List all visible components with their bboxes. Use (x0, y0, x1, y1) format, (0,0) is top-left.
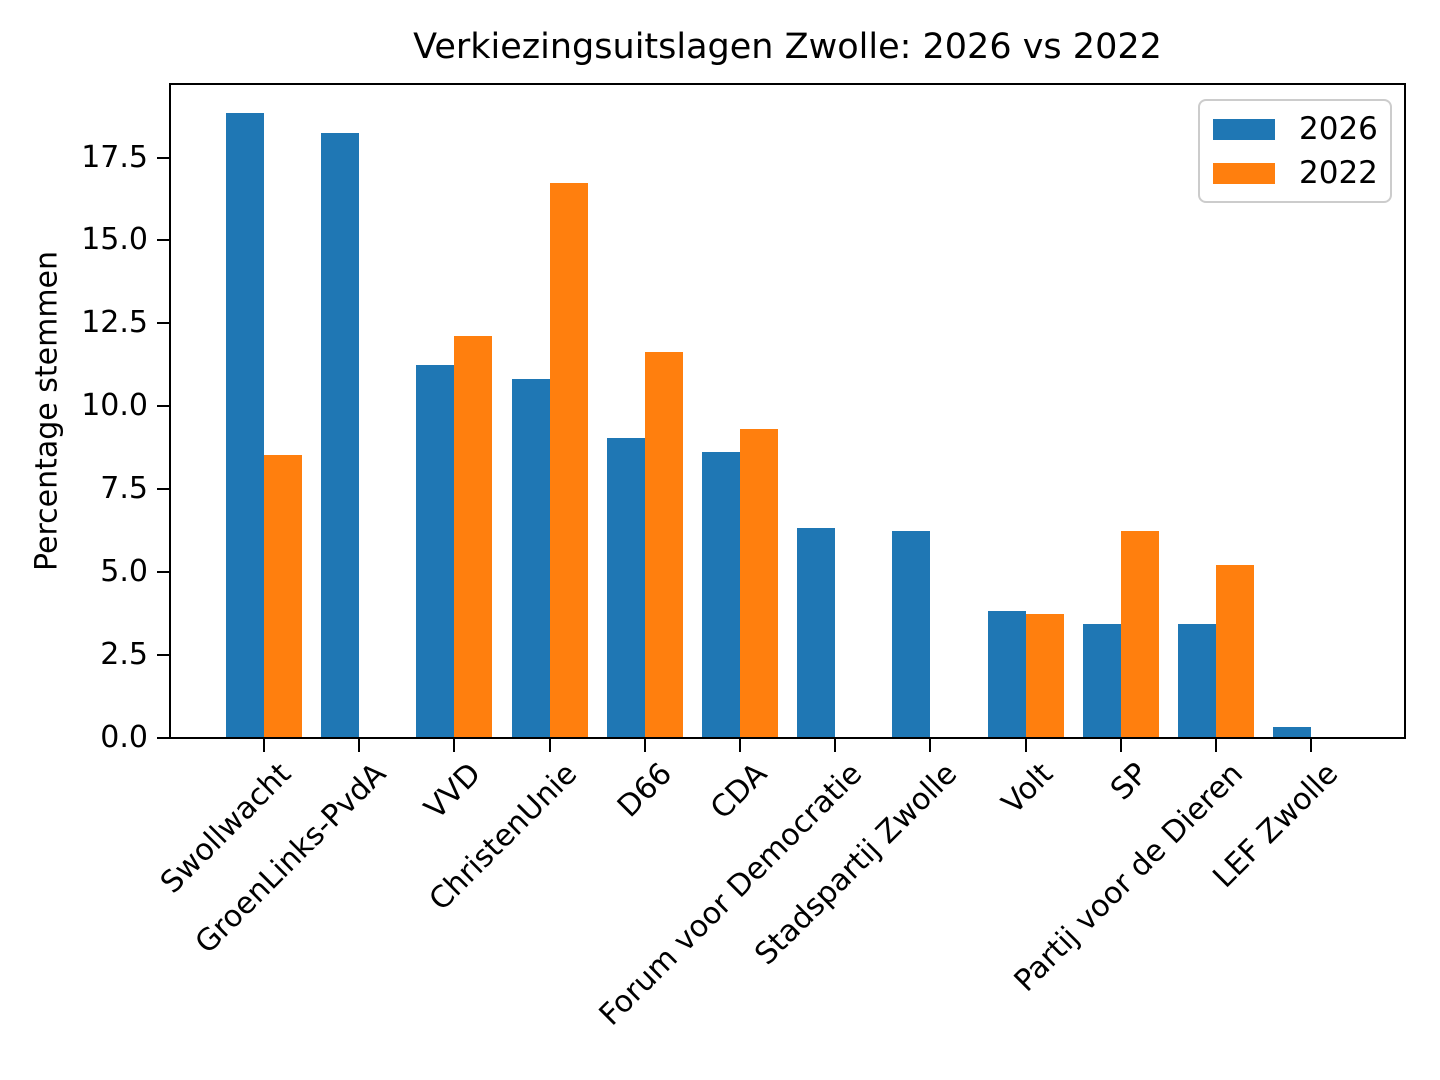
bar-2026-CDA (702, 451, 740, 737)
legend-swatch-2022 (1213, 162, 1275, 184)
bar-2022-VVD (454, 335, 493, 737)
legend-label-2022: 2022 (1299, 154, 1378, 191)
x-tick-mark-ChristenUnie (548, 739, 551, 752)
bar-2026-D66 (606, 438, 645, 737)
bar-2022-D66 (644, 352, 683, 737)
legend: 2026 2022 (1198, 99, 1392, 203)
bar-2026-Swollwacht (226, 113, 264, 737)
y-tick-label-17.5: 17.5 (81, 139, 148, 175)
bar-2022-Partij voor de Dieren (1216, 564, 1254, 737)
y-tick-label-2.5: 2.5 (100, 637, 148, 673)
y-tick-mark-7.5 (157, 488, 169, 491)
bar-2022-Swollwacht (264, 455, 302, 737)
bar-2026-VVD (416, 365, 455, 737)
x-tick-mark-SP (1119, 739, 1122, 752)
y-tick-label-0.0: 0.0 (100, 720, 148, 755)
bar-2022-SP (1120, 531, 1159, 737)
bar-2026-LEF Zwolle (1273, 727, 1312, 737)
y-tick-label-5.0: 5.0 (100, 554, 148, 590)
bar-2026-ChristenUnie (511, 378, 550, 737)
y-tick-mark-5.0 (157, 571, 169, 574)
bar-2026-SP (1082, 624, 1121, 737)
bar-2022-ChristenUnie (549, 183, 588, 737)
y-tick-mark-2.5 (157, 654, 169, 657)
x-tick-mark-VVD (453, 739, 456, 752)
bar-2026-Forum voor Democratie (797, 528, 836, 737)
legend-label-2026: 2026 (1299, 110, 1378, 147)
legend-swatch-2026 (1213, 118, 1275, 140)
legend-item-2022: 2022 (1213, 151, 1378, 195)
bar-2026-Partij voor de Dieren (1178, 624, 1216, 737)
y-tick-mark-15.0 (157, 239, 169, 242)
y-tick-mark-0.0 (157, 737, 169, 739)
x-tick-mark-Partij voor de Dieren (1215, 739, 1217, 752)
bar-2026-Volt (987, 610, 1026, 737)
y-tick-label-15.0: 15.0 (81, 222, 148, 258)
y-tick-label-12.5: 12.5 (81, 305, 148, 341)
legend-item-2026: 2026 (1213, 107, 1378, 151)
y-tick-mark-12.5 (157, 322, 169, 325)
y-tick-mark-17.5 (157, 156, 169, 159)
x-tick-mark-CDA (739, 739, 741, 752)
x-tick-mark-Forum voor Democratie (834, 739, 837, 752)
chart-title: Verkiezingsuitslagen Zwolle: 2026 vs 202… (413, 27, 1162, 67)
x-tick-mark-D66 (643, 739, 646, 752)
bar-2026-GroenLinks-PvdA (321, 133, 360, 737)
bar-2022-Volt (1025, 614, 1064, 737)
x-tick-mark-LEF Zwolle (1310, 739, 1313, 752)
bar-2026-Stadspartij Zwolle (892, 531, 931, 737)
x-tick-mark-Swollwacht (263, 739, 265, 752)
y-tick-label-7.5: 7.5 (100, 471, 148, 507)
x-tick-mark-Stadspartij Zwolle (929, 739, 932, 752)
x-tick-mark-Volt (1024, 739, 1027, 752)
y-tick-label-10.0: 10.0 (81, 388, 148, 424)
y-tick-mark-10.0 (157, 405, 169, 408)
x-tick-mark-GroenLinks-PvdA (358, 739, 361, 752)
bar-2022-CDA (740, 428, 778, 737)
